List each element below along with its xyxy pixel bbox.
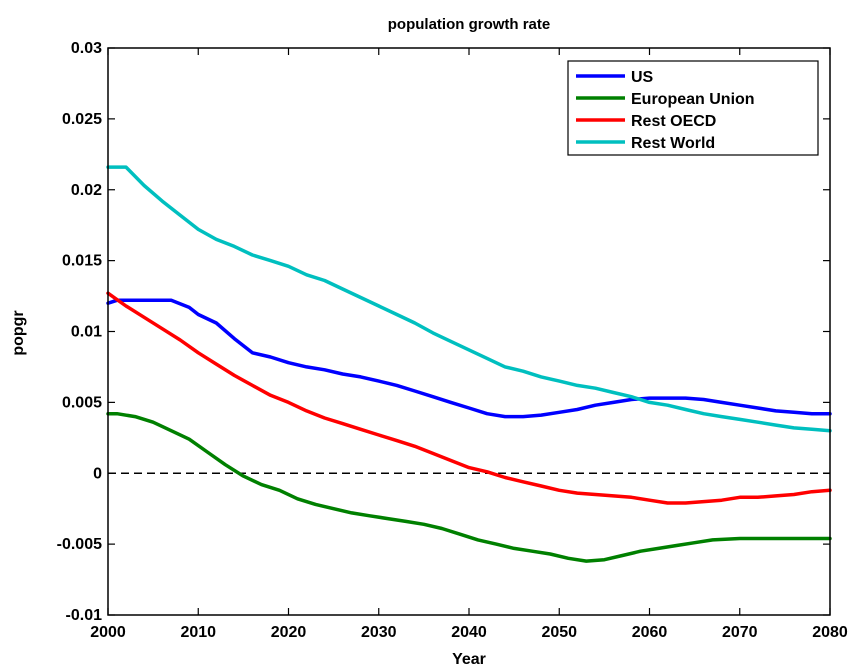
y-axis-label: popgr [10, 310, 27, 355]
y-tick-label: 0.03 [71, 40, 102, 57]
y-tick-label: 0.01 [71, 324, 102, 341]
y-tick-label: 0.02 [71, 182, 102, 199]
legend-label-0: US [631, 69, 654, 86]
y-tick-label: 0 [93, 465, 102, 482]
x-tick-label: 2000 [90, 624, 126, 641]
axes [107, 47, 831, 616]
series-line-3 [106, 165, 832, 433]
series-lines [106, 165, 832, 563]
legend-label-3: Rest World [631, 135, 715, 152]
x-tick-label: 2040 [451, 624, 487, 641]
y-tick-label: 0.015 [62, 253, 102, 270]
x-tick-label: 2080 [812, 624, 848, 641]
x-tick-label: 2060 [632, 624, 668, 641]
chart-title: population growth rate [388, 16, 551, 33]
x-tick-label: 2030 [361, 624, 397, 641]
x-tick-label: 2050 [541, 624, 577, 641]
legend-label-1: European Union [631, 91, 755, 108]
y-tick-label: -0.01 [66, 607, 103, 624]
tick-labels: 2000 2010 2020 2030 2040 2050 2060 2070 2080 -0.0… [57, 40, 848, 641]
y-tick-label: -0.005 [57, 536, 102, 553]
x-tick-label: 2070 [722, 624, 758, 641]
y-tick-label: 0.005 [62, 394, 102, 411]
x-tick-label: 2020 [271, 624, 307, 641]
x-axis-label: Year [452, 651, 486, 666]
legend-label-2: Rest OECD [631, 113, 716, 130]
y-tick-label: 0.025 [62, 111, 102, 128]
series-line-0 [106, 298, 832, 419]
series-line-2 [106, 291, 832, 505]
series-line-1 [106, 411, 832, 563]
x-tick-label: 2010 [180, 624, 216, 641]
legend: US European Union Rest OECD Rest World [567, 60, 819, 156]
